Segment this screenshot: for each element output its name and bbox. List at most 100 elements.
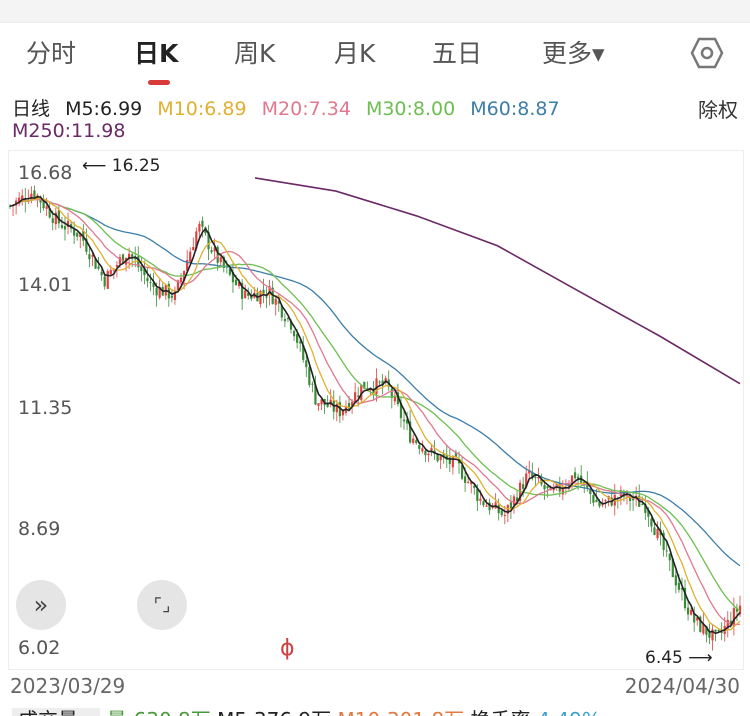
candle-body xyxy=(66,220,70,228)
candle-body xyxy=(525,473,528,488)
candle-body xyxy=(296,334,299,343)
candle-body xyxy=(179,277,183,283)
event-marker-icon[interactable]: ϕ xyxy=(280,636,295,661)
candle-body xyxy=(680,588,684,590)
ma60-value: M60:8.87 xyxy=(470,98,560,120)
candle-body xyxy=(522,484,525,489)
candle-body xyxy=(421,448,424,452)
candle-body xyxy=(595,499,598,503)
candle-body xyxy=(54,212,57,225)
volume-m10: M10:301.8万 xyxy=(337,708,464,716)
candle-body xyxy=(702,623,705,634)
max-price-marker: ⟵ 16.25 xyxy=(82,156,160,176)
candle-body xyxy=(201,220,204,227)
candle-body xyxy=(219,257,222,263)
indicator-selector[interactable]: 成交量 ▾ xyxy=(12,708,101,716)
candle-body xyxy=(583,481,586,484)
m10-line xyxy=(9,197,741,632)
candle-body xyxy=(412,438,415,443)
candle-body xyxy=(308,367,311,385)
candle-body xyxy=(628,494,632,502)
volume-value: 量:630.8万 xyxy=(107,708,211,716)
candle-body xyxy=(479,498,482,501)
candle-body xyxy=(305,360,308,368)
candle-body xyxy=(134,256,137,260)
candle-body xyxy=(283,319,286,322)
candle-body xyxy=(186,259,189,271)
candle-body xyxy=(158,287,161,298)
candle-body xyxy=(265,296,268,298)
tab-more[interactable]: 更多▾ xyxy=(542,39,605,68)
candle-body xyxy=(405,419,409,424)
candle-body xyxy=(143,267,146,275)
candle-body xyxy=(644,503,647,513)
tab-monthly-k[interactable]: 月K xyxy=(334,39,376,68)
candle-body xyxy=(192,247,195,251)
candle-body xyxy=(464,476,467,483)
candle-body xyxy=(341,410,345,416)
candle-body xyxy=(418,445,421,449)
candle-body xyxy=(109,269,112,274)
candle-body xyxy=(189,251,192,262)
candle-body xyxy=(470,482,473,485)
m250-line xyxy=(254,177,741,385)
candle-body xyxy=(121,254,125,264)
candle-body xyxy=(228,268,232,275)
candle-body xyxy=(570,475,574,487)
candle-body xyxy=(534,477,537,479)
candle-body xyxy=(234,279,238,285)
candle-body xyxy=(686,607,690,615)
candle-body xyxy=(198,223,201,232)
hexagon-gear-icon[interactable] xyxy=(690,36,724,70)
candle-body xyxy=(262,289,265,294)
candle-body xyxy=(503,515,506,517)
turnover-label: 换手率: xyxy=(471,708,538,716)
start-date: 2023/03/29 xyxy=(10,674,126,698)
tab-daily-k[interactable]: 日K xyxy=(134,39,179,68)
candle-body xyxy=(149,281,152,283)
candle-body xyxy=(33,190,36,198)
y-tick-label: 14.01 xyxy=(18,274,73,296)
candle-body xyxy=(366,388,369,390)
double-chevron-icon: » xyxy=(33,591,49,619)
candle-body xyxy=(476,489,479,501)
candle-body xyxy=(146,277,149,282)
tab-weekly-k[interactable]: 周K xyxy=(234,39,276,68)
candle-body xyxy=(247,292,250,296)
tab-intraday[interactable]: 分时 xyxy=(26,39,77,68)
m20-line xyxy=(9,198,741,626)
candle-body xyxy=(390,388,393,398)
candle-body xyxy=(317,403,320,406)
adjust-toggle[interactable]: 除权 xyxy=(698,98,738,122)
candle-body xyxy=(241,282,244,299)
candle-body xyxy=(357,395,360,397)
candle-body xyxy=(244,290,247,299)
candle-body xyxy=(573,472,577,479)
ma250-value: M250:11.98 xyxy=(12,120,126,142)
candle-body xyxy=(402,419,406,422)
candle-body xyxy=(292,330,296,337)
candle-body xyxy=(482,501,485,506)
candle-body xyxy=(274,298,277,305)
turnover-value: 4.49% xyxy=(537,708,601,716)
expand-button[interactable]: » xyxy=(16,580,66,630)
tab-five-day[interactable]: 五日 xyxy=(432,39,483,68)
candle-body xyxy=(176,280,180,290)
y-tick-label: 6.02 xyxy=(18,637,61,659)
kline-chart[interactable] xyxy=(8,150,744,670)
candle-body xyxy=(213,247,216,252)
candle-body xyxy=(173,290,177,300)
candle-body xyxy=(451,456,454,468)
candle-body xyxy=(381,380,384,386)
candle-body xyxy=(552,488,555,491)
candle-body xyxy=(442,453,445,457)
line-type-label[interactable]: 日线 xyxy=(12,98,51,120)
candle-body xyxy=(106,271,109,289)
candle-body xyxy=(8,205,12,207)
ma30-value: M30:8.00 xyxy=(365,98,456,120)
fullscreen-button[interactable]: ⌜⌟ xyxy=(137,580,187,630)
candle-body xyxy=(696,617,699,621)
fullscreen-icon: ⌜⌟ xyxy=(153,594,171,616)
ma10-value: M10:6.89 xyxy=(157,98,247,120)
candle-body xyxy=(103,276,106,287)
